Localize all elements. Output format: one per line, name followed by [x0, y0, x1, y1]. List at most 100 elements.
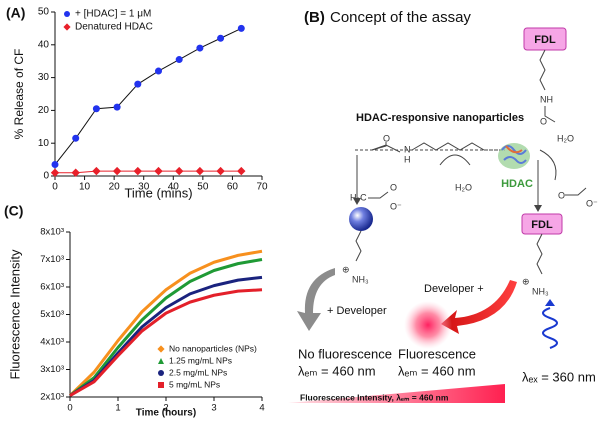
- chain: [539, 49, 546, 91]
- enzyme-label: HDAC: [501, 178, 533, 190]
- y-tick-label: 50: [38, 7, 50, 18]
- y-tick-label: 3x10³: [40, 364, 64, 375]
- chain: [355, 230, 362, 262]
- chem-label: H: [404, 154, 411, 164]
- arrow: [539, 149, 557, 181]
- y-tick-label: 10: [38, 138, 50, 149]
- marker: [217, 34, 225, 42]
- y-axis-label: % Release of CF: [12, 49, 26, 140]
- bond: [565, 187, 587, 196]
- x-tick-label: 1: [115, 403, 120, 414]
- chem-label: H₃C: [350, 192, 367, 202]
- marker: [113, 103, 121, 111]
- legend-label: No nanoparticles (NPs): [169, 343, 257, 353]
- chem-label: ⊕: [522, 276, 530, 286]
- y-tick-label: 4x10³: [40, 337, 64, 348]
- y-tick-label: 2x10³: [40, 392, 64, 403]
- y-tick-label: 7x10³: [40, 254, 64, 265]
- marker: [134, 80, 142, 88]
- marker: [72, 134, 80, 142]
- y-tick-label: 8x10³: [40, 227, 64, 238]
- y-tick-label: 0: [43, 171, 49, 182]
- x-tick-label: 0: [52, 182, 58, 193]
- x-tick-label: 10: [79, 182, 91, 193]
- intensity-label: Fluorescence Intensity, λₑₘ = 460 nm: [300, 392, 449, 402]
- marker: [175, 166, 184, 176]
- bond: [368, 191, 389, 199]
- state-label: λₑₘ = 460 nm: [398, 363, 476, 378]
- line: [69, 258, 263, 397]
- legend-label: 5 mg/mL NPs: [169, 379, 220, 389]
- x-tick-label: 20: [109, 182, 121, 193]
- y-tick-label: 40: [38, 39, 50, 50]
- marker: [71, 168, 80, 177]
- chain: [536, 233, 543, 275]
- chem-label: NH₃: [532, 286, 549, 296]
- intensity-bar: [288, 384, 505, 403]
- x-axis-label: Time (mins): [124, 185, 192, 200]
- chem-label: N: [404, 144, 411, 154]
- x-tick-label: 4: [259, 403, 264, 414]
- x-tick-label: 2: [163, 403, 168, 414]
- x-tick-label: 0: [67, 403, 72, 414]
- chem-label: O⁻: [586, 198, 598, 208]
- legend-label: 1.25 mg/mL NPs: [169, 355, 232, 365]
- marker: [155, 67, 162, 75]
- marker: [92, 166, 101, 176]
- marker: [133, 166, 142, 176]
- chem-label: ⊕: [342, 264, 350, 274]
- state-label: λₑₓ = 360 nm: [522, 369, 596, 384]
- fit-line: [55, 170, 242, 174]
- red-arrow: [441, 280, 517, 334]
- excitation-wave: [542, 307, 558, 349]
- x-tick-label: 30: [138, 182, 150, 193]
- state-label: λₑₘ = 460 nm: [298, 363, 376, 378]
- chem-label: O⁻: [390, 201, 402, 211]
- chain: [411, 142, 485, 151]
- nanoparticle: [349, 207, 373, 231]
- legend-label: Denatured HDAC: [75, 22, 153, 33]
- developer-text: Developer +: [424, 283, 484, 295]
- chem-label: H₂O: [455, 182, 472, 192]
- diagram: (B) Concept of the assay FDL NH O HDAC-r…: [288, 9, 598, 403]
- x-tick-label: 50: [197, 182, 209, 193]
- legend-label: 2.5 mg/mL NPs: [169, 367, 227, 377]
- x-tick-label: 70: [256, 182, 268, 193]
- y-axis-label: Fluorescence Intensity: [7, 249, 22, 380]
- marker: [195, 166, 205, 176]
- panel-label: (A): [6, 5, 25, 21]
- x-tick-label: 60: [227, 182, 239, 193]
- fit-line: [54, 27, 242, 165]
- chem-label: O: [383, 133, 390, 143]
- line: [69, 288, 263, 397]
- y-tick-label: 30: [38, 72, 50, 83]
- arrowhead: [353, 198, 361, 205]
- developer-text: + Developer: [327, 305, 387, 317]
- legend-marker: [63, 23, 71, 31]
- arrowhead: [545, 299, 555, 306]
- marker: [51, 161, 59, 169]
- marker: [50, 168, 60, 177]
- enzyme: [498, 143, 530, 169]
- y-tick-label: 20: [38, 105, 50, 116]
- fluorescence-glow: [404, 301, 452, 349]
- fdl-label: FDL: [531, 219, 553, 231]
- marker: [112, 166, 122, 176]
- marker: [216, 166, 225, 176]
- marker: [237, 24, 245, 32]
- arrow: [439, 154, 471, 166]
- marker: [92, 105, 100, 113]
- legend-marker: [158, 358, 164, 364]
- legend-label: + [HDAC] = 1 μM: [75, 9, 151, 20]
- diagram-title: Concept of the assay: [330, 9, 471, 26]
- marker: [154, 166, 163, 176]
- y-tick-label: 6x10³: [40, 282, 64, 293]
- x-tick-label: 40: [168, 182, 180, 193]
- grey-arrow: [297, 268, 335, 331]
- chem-label: H₂O: [557, 133, 574, 143]
- chem-label: O: [390, 182, 397, 192]
- x-axis-label: Time (hours): [136, 408, 196, 419]
- substrate-label: HDAC-responsive nanoparticles: [356, 112, 524, 124]
- y-tick-label: 5x10³: [40, 309, 64, 320]
